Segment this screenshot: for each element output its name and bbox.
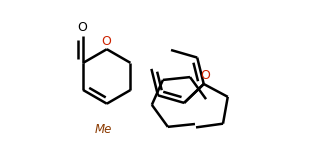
Text: O: O [102, 35, 111, 48]
Text: O: O [201, 69, 210, 82]
Text: O: O [77, 21, 87, 34]
Text: Me: Me [95, 123, 112, 136]
